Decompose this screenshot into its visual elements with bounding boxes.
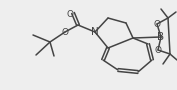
Text: O: O [153, 20, 161, 29]
Text: O: O [155, 46, 161, 55]
Text: O: O [67, 10, 73, 19]
Text: N: N [91, 27, 99, 37]
Text: O: O [61, 28, 68, 37]
Text: B: B [157, 32, 165, 42]
